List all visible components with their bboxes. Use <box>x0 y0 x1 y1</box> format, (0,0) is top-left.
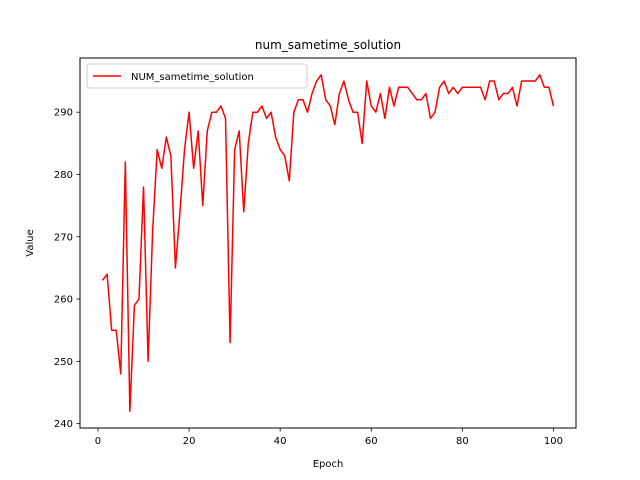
y-tick-label: 260 <box>54 295 73 306</box>
legend-box <box>86 63 308 89</box>
legend-label: NUM_sametime_solution <box>131 72 254 83</box>
y-tick-label: 280 <box>54 170 73 181</box>
x-tick-label: 100 <box>544 436 563 447</box>
series-line <box>101 74 555 412</box>
x-axis-label: Epoch <box>313 459 344 470</box>
x-tick-label: 40 <box>274 436 287 447</box>
axes-background <box>80 58 576 428</box>
x-axis-ticks: 0 20 40 60 80 100 <box>95 428 563 447</box>
y-axis-label: Value <box>25 229 36 256</box>
y-tick-label: 240 <box>54 419 73 430</box>
legend: NUM_sametime_solution <box>86 63 308 89</box>
y-tick-label: 270 <box>54 232 73 243</box>
y-tick-label: 250 <box>54 357 73 368</box>
line-layer <box>101 74 555 412</box>
plot-area <box>79 57 577 429</box>
axes-frame <box>79 57 577 429</box>
y-axis-ticks: 240 250 260 270 280 290 <box>54 108 80 430</box>
x-tick-label: 0 <box>95 436 101 447</box>
y-tick-label: 290 <box>54 108 73 119</box>
x-tick-label: 80 <box>456 436 469 447</box>
chart-title: num_sametime_solution <box>255 38 401 52</box>
x-tick-label: 20 <box>183 436 196 447</box>
x-tick-label: 60 <box>365 436 378 447</box>
